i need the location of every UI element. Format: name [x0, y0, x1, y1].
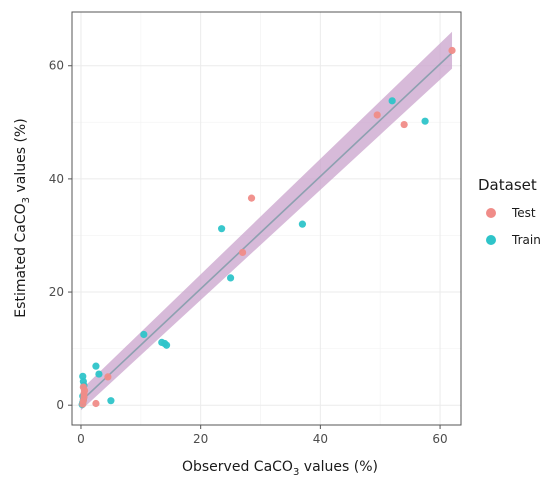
x-tick-label: 40 — [313, 432, 328, 446]
confidence-band-layer — [80, 31, 453, 411]
y-tick-label: 60 — [49, 59, 64, 73]
data-point-train — [79, 372, 87, 380]
grid-lines — [72, 12, 461, 425]
data-point-test — [448, 46, 456, 55]
data-point-train — [388, 97, 396, 105]
x-axis-title-main: Observed CaCO — [182, 459, 293, 475]
x-axis-title-unit: values (%) — [299, 459, 378, 475]
y-axis-title-unit: values (%) — [13, 118, 29, 197]
legend-title: Dataset — [478, 176, 537, 194]
x-axis-title-subscript: 3 — [293, 467, 299, 478]
axis-ticks-layer: 0 20 40 60 0 20 40 60 — [49, 59, 448, 446]
data-point-train — [162, 341, 171, 349]
legend-key-train — [486, 235, 496, 245]
data-point-train — [92, 362, 100, 370]
fit-line-layer — [80, 52, 453, 402]
x-tick-label: 0 — [77, 432, 85, 446]
data-point-train — [218, 225, 226, 233]
data-point-train — [226, 274, 235, 282]
data-point-test — [247, 194, 256, 202]
legend-label-test: Test — [511, 206, 536, 220]
legend-entry-train: Train — [486, 233, 541, 247]
legend-entries: Test Train — [486, 206, 541, 247]
x-axis-title: Observed CaCO3 values (%) — [182, 459, 378, 478]
data-point-train — [298, 220, 307, 228]
data-point-train — [421, 117, 429, 125]
x-tick-label: 60 — [432, 432, 447, 446]
y-tick-label: 0 — [56, 398, 64, 412]
confidence-band — [80, 31, 453, 411]
data-points-layer — [78, 46, 456, 409]
y-axis-title-subscript: 3 — [21, 197, 32, 203]
data-point-test — [104, 373, 112, 381]
y-axis-title: Estimated CaCO3 values (%) — [13, 118, 32, 317]
legend-entry-test: Test — [486, 206, 536, 220]
x-tick-label: 20 — [193, 432, 208, 446]
data-point-train — [140, 330, 148, 339]
data-point-test — [79, 383, 87, 391]
regression-line — [80, 52, 453, 402]
y-tick-label: 20 — [49, 285, 64, 299]
data-point-test — [92, 399, 100, 408]
data-point-train — [95, 370, 103, 378]
legend: Dataset Test Train — [478, 176, 541, 247]
data-point-test — [373, 111, 381, 119]
data-point-train — [107, 397, 115, 405]
data-point-test — [400, 120, 408, 129]
y-axis-title-main: Estimated CaCO — [13, 203, 29, 317]
data-point-test — [238, 248, 247, 257]
legend-label-train: Train — [511, 233, 541, 247]
legend-key-test — [486, 208, 496, 218]
plot-panel-border — [71, 11, 462, 426]
y-tick-label: 40 — [49, 172, 64, 186]
